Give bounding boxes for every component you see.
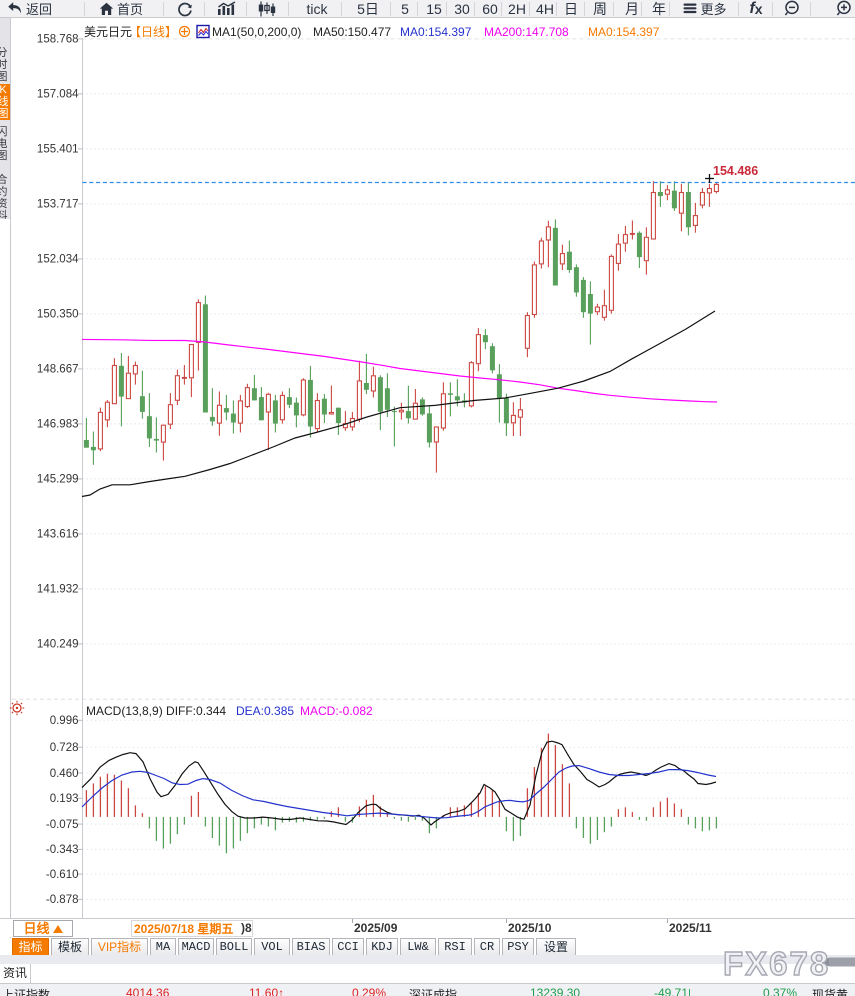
svg-text:145.299: 145.299 bbox=[37, 474, 79, 486]
svg-text:MACD:-0.082: MACD:-0.082 bbox=[300, 704, 373, 718]
svg-text:FX678: FX678 bbox=[723, 945, 830, 982]
svg-text:MA50:150.477: MA50:150.477 bbox=[313, 25, 391, 39]
svg-text:0.996: 0.996 bbox=[50, 715, 79, 727]
svg-text:-0.610: -0.610 bbox=[46, 869, 79, 881]
svg-text:-0.878: -0.878 bbox=[46, 894, 79, 906]
svg-text:MA1(50,0,200,0): MA1(50,0,200,0) bbox=[212, 25, 301, 39]
svg-text:美元日元: 美元日元 bbox=[84, 25, 132, 39]
svg-text:154.486: 154.486 bbox=[713, 164, 758, 178]
svg-text:MA0:154.397: MA0:154.397 bbox=[400, 25, 472, 39]
svg-text:140.249: 140.249 bbox=[37, 639, 79, 651]
svg-text:155.401: 155.401 bbox=[37, 144, 79, 156]
svg-text:0.728: 0.728 bbox=[50, 742, 79, 754]
svg-text:0.460: 0.460 bbox=[50, 768, 79, 780]
svg-text:150.350: 150.350 bbox=[37, 309, 79, 321]
svg-text:157.084: 157.084 bbox=[37, 89, 79, 101]
svg-text:143.616: 143.616 bbox=[37, 529, 79, 541]
svg-text:-0.343: -0.343 bbox=[46, 844, 79, 856]
svg-text:DEA:0.385: DEA:0.385 bbox=[236, 704, 294, 718]
svg-text:【日线】: 【日线】 bbox=[129, 25, 177, 39]
svg-text:152.034: 152.034 bbox=[37, 254, 79, 266]
svg-text:0.193: 0.193 bbox=[50, 793, 79, 805]
svg-text:146.983: 146.983 bbox=[37, 419, 79, 431]
svg-text:MA200:147.708: MA200:147.708 bbox=[484, 25, 569, 39]
svg-text:MACD(13,8,9) DIFF:0.344: MACD(13,8,9) DIFF:0.344 bbox=[86, 704, 226, 718]
svg-text:MA0:154.397: MA0:154.397 bbox=[588, 25, 660, 39]
svg-text:148.667: 148.667 bbox=[37, 364, 79, 376]
svg-text:-0.075: -0.075 bbox=[46, 819, 79, 831]
svg-text:158.768: 158.768 bbox=[37, 34, 79, 46]
svg-text:141.932: 141.932 bbox=[37, 584, 79, 596]
svg-text:153.717: 153.717 bbox=[37, 199, 79, 211]
